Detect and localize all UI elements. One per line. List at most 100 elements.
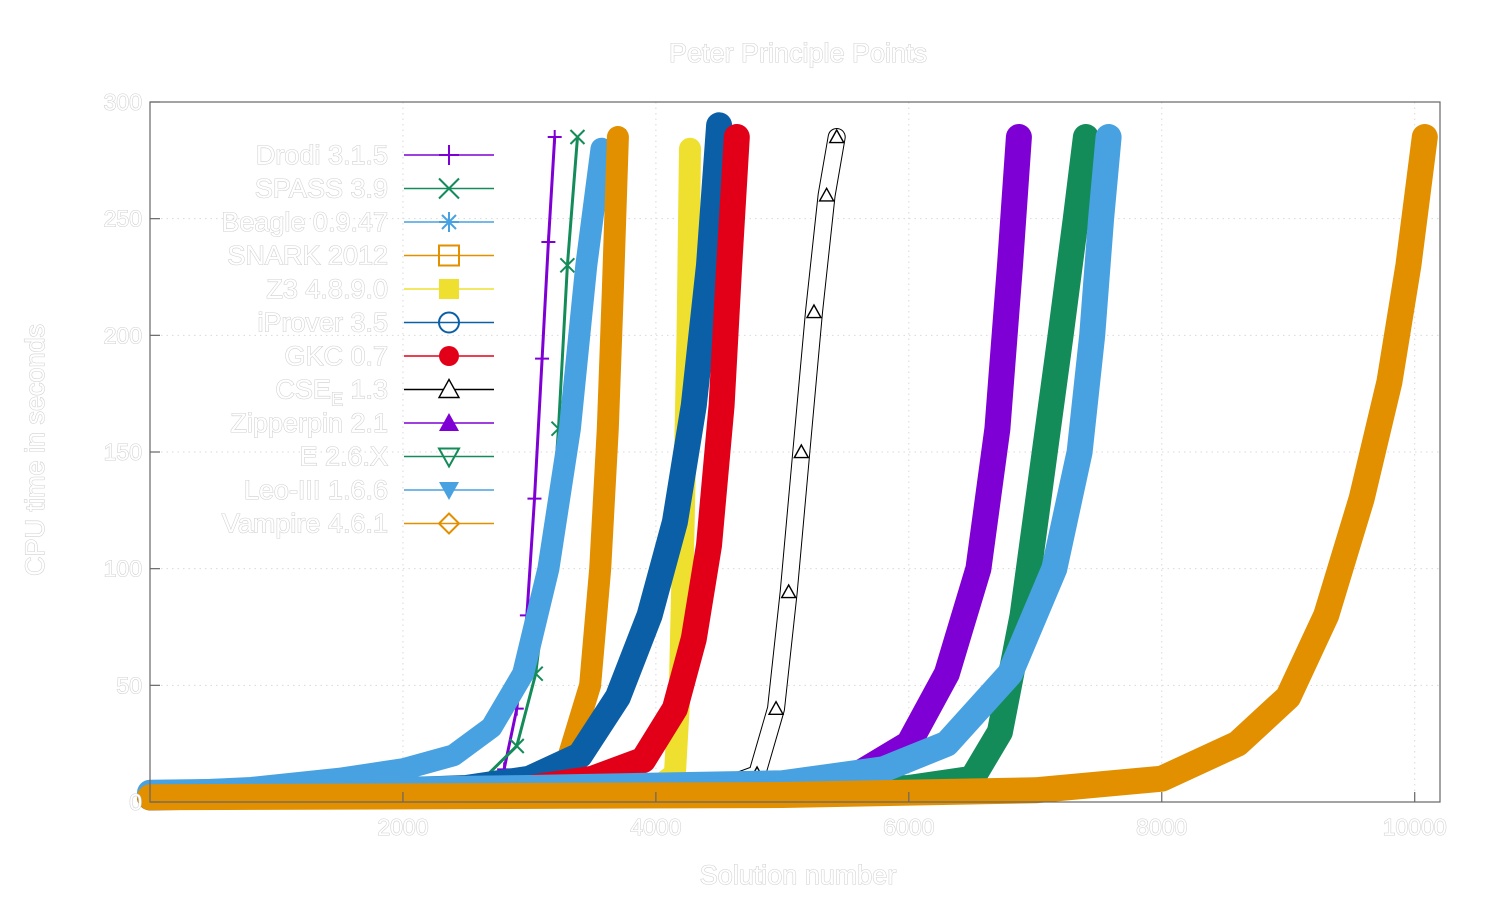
legend-entry: Beagle 0.9.47	[221, 206, 494, 238]
data-point	[1077, 130, 1095, 147]
data-point	[702, 538, 716, 553]
data-point	[604, 280, 621, 297]
y-tick-label: 150	[104, 439, 142, 465]
data-point	[569, 129, 586, 145]
data-point	[666, 514, 683, 530]
x-tick-label: 4000	[630, 814, 681, 840]
x-tick-label: 6000	[883, 814, 934, 840]
data-point	[793, 443, 810, 459]
data-point	[1353, 490, 1371, 508]
legend-label: E 2.6.X	[299, 442, 388, 472]
data-point	[683, 141, 698, 156]
x-tick-label: 8000	[1136, 814, 1187, 840]
data-point	[636, 753, 651, 767]
data-point	[780, 583, 797, 599]
legend-swatch-marker	[438, 311, 460, 334]
data-point	[1011, 130, 1026, 143]
data-point	[686, 631, 701, 646]
legend-entry: Vampire 4.6.1	[221, 508, 494, 539]
legend-label: GKC 0.7	[284, 341, 388, 371]
data-point	[729, 130, 744, 144]
data-point	[767, 700, 785, 715]
data-point	[1047, 563, 1062, 576]
data-point	[535, 351, 550, 366]
legend-swatch-marker	[438, 244, 460, 267]
data-point	[805, 303, 823, 319]
data-point	[1067, 212, 1085, 228]
y-tick-label: 100	[104, 556, 142, 582]
x-tick-label: 10000	[1383, 814, 1447, 840]
legend-swatch-marker	[439, 346, 459, 366]
legend-swatch-marker	[438, 177, 460, 200]
data-point	[594, 141, 609, 156]
y-axis-label: CPU time in seconds	[20, 324, 50, 576]
data-point	[572, 747, 588, 764]
data-point	[1085, 329, 1100, 343]
data-point	[541, 235, 556, 249]
legend-entry: CSEE 1.3	[275, 374, 494, 410]
series-11	[137, 124, 1438, 811]
data-point	[641, 607, 658, 624]
data-point	[599, 420, 616, 437]
data-point	[1003, 668, 1017, 681]
data-point	[828, 128, 845, 144]
data-point	[1229, 735, 1247, 753]
data-point	[547, 130, 562, 144]
data-point	[971, 561, 986, 575]
data-point	[990, 421, 1005, 435]
legend-entry: SNARK 2012	[227, 240, 494, 271]
legend-entry: Zipperpin 2.1	[230, 407, 494, 439]
legend-entry: Leo-III 1.6.6	[243, 474, 494, 506]
data-point	[1153, 770, 1171, 788]
data-point	[609, 129, 626, 145]
data-point	[714, 398, 729, 413]
data-point	[559, 257, 576, 274]
data-point	[527, 491, 542, 506]
series-line	[137, 124, 1438, 811]
y-tick-label: 200	[104, 322, 142, 348]
legend-swatch-marker	[439, 279, 459, 299]
data-point	[484, 720, 499, 735]
data-point	[711, 117, 728, 134]
data-point	[1026, 781, 1044, 799]
data-point	[1416, 128, 1434, 146]
legend-label: iProver 3.5	[257, 308, 388, 338]
legend-swatch-marker	[437, 378, 461, 399]
legend-swatch-marker	[439, 413, 459, 431]
legend-entry: GKC 0.7	[284, 340, 494, 372]
data-point	[722, 258, 737, 273]
data-point	[667, 701, 682, 716]
legend-label: SNARK 2012	[227, 241, 388, 271]
data-point	[939, 738, 954, 751]
data-point	[1051, 328, 1070, 345]
legend-label: Beagle 0.9.47	[221, 207, 388, 237]
x-tick-label: 2000	[377, 814, 428, 840]
axis-ticks: 2000 4000 6000 8000 10000 0 50 100 150 200 250 300	[103, 88, 1447, 840]
legend-label: Drodi 3.1.5	[256, 140, 388, 170]
data-point	[1101, 131, 1116, 144]
legend-entry: SPASS 3.9	[254, 173, 494, 204]
data-point	[592, 560, 609, 577]
legend-label: SPASS 3.9	[255, 174, 388, 204]
series-layer	[137, 112, 1438, 811]
y-tick-label: 0	[129, 789, 142, 815]
data-point	[1094, 213, 1109, 226]
legend-label: Vampire 4.6.1	[222, 509, 388, 539]
legend-entry: iProver 3.5	[257, 307, 494, 338]
legend-swatch-marker	[439, 212, 459, 232]
x-axis-label: Solution number	[700, 860, 897, 890]
data-point	[1399, 256, 1417, 274]
legend-swatch-marker	[439, 145, 459, 165]
data-point	[516, 666, 531, 681]
legend-label: Z3 4.8.9.0	[266, 274, 388, 304]
data-point	[446, 748, 461, 763]
legend-entry: Z3 4.8.9.0	[266, 273, 494, 305]
legend-entry: E 2.6.X	[299, 441, 494, 472]
data-point	[1317, 606, 1335, 624]
legend-label-main: CSE	[275, 375, 331, 405]
data-point	[701, 257, 717, 274]
data-point	[395, 762, 410, 777]
data-point	[818, 186, 835, 202]
